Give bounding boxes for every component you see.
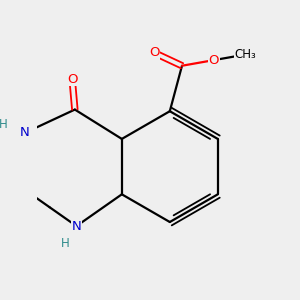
Text: H: H xyxy=(0,118,8,131)
Text: O: O xyxy=(67,73,77,86)
Text: O: O xyxy=(149,46,160,59)
Text: CH₃: CH₃ xyxy=(234,48,256,61)
Text: N: N xyxy=(72,220,81,232)
Text: N: N xyxy=(20,127,29,140)
Text: O: O xyxy=(208,54,219,67)
Text: H: H xyxy=(61,237,70,250)
